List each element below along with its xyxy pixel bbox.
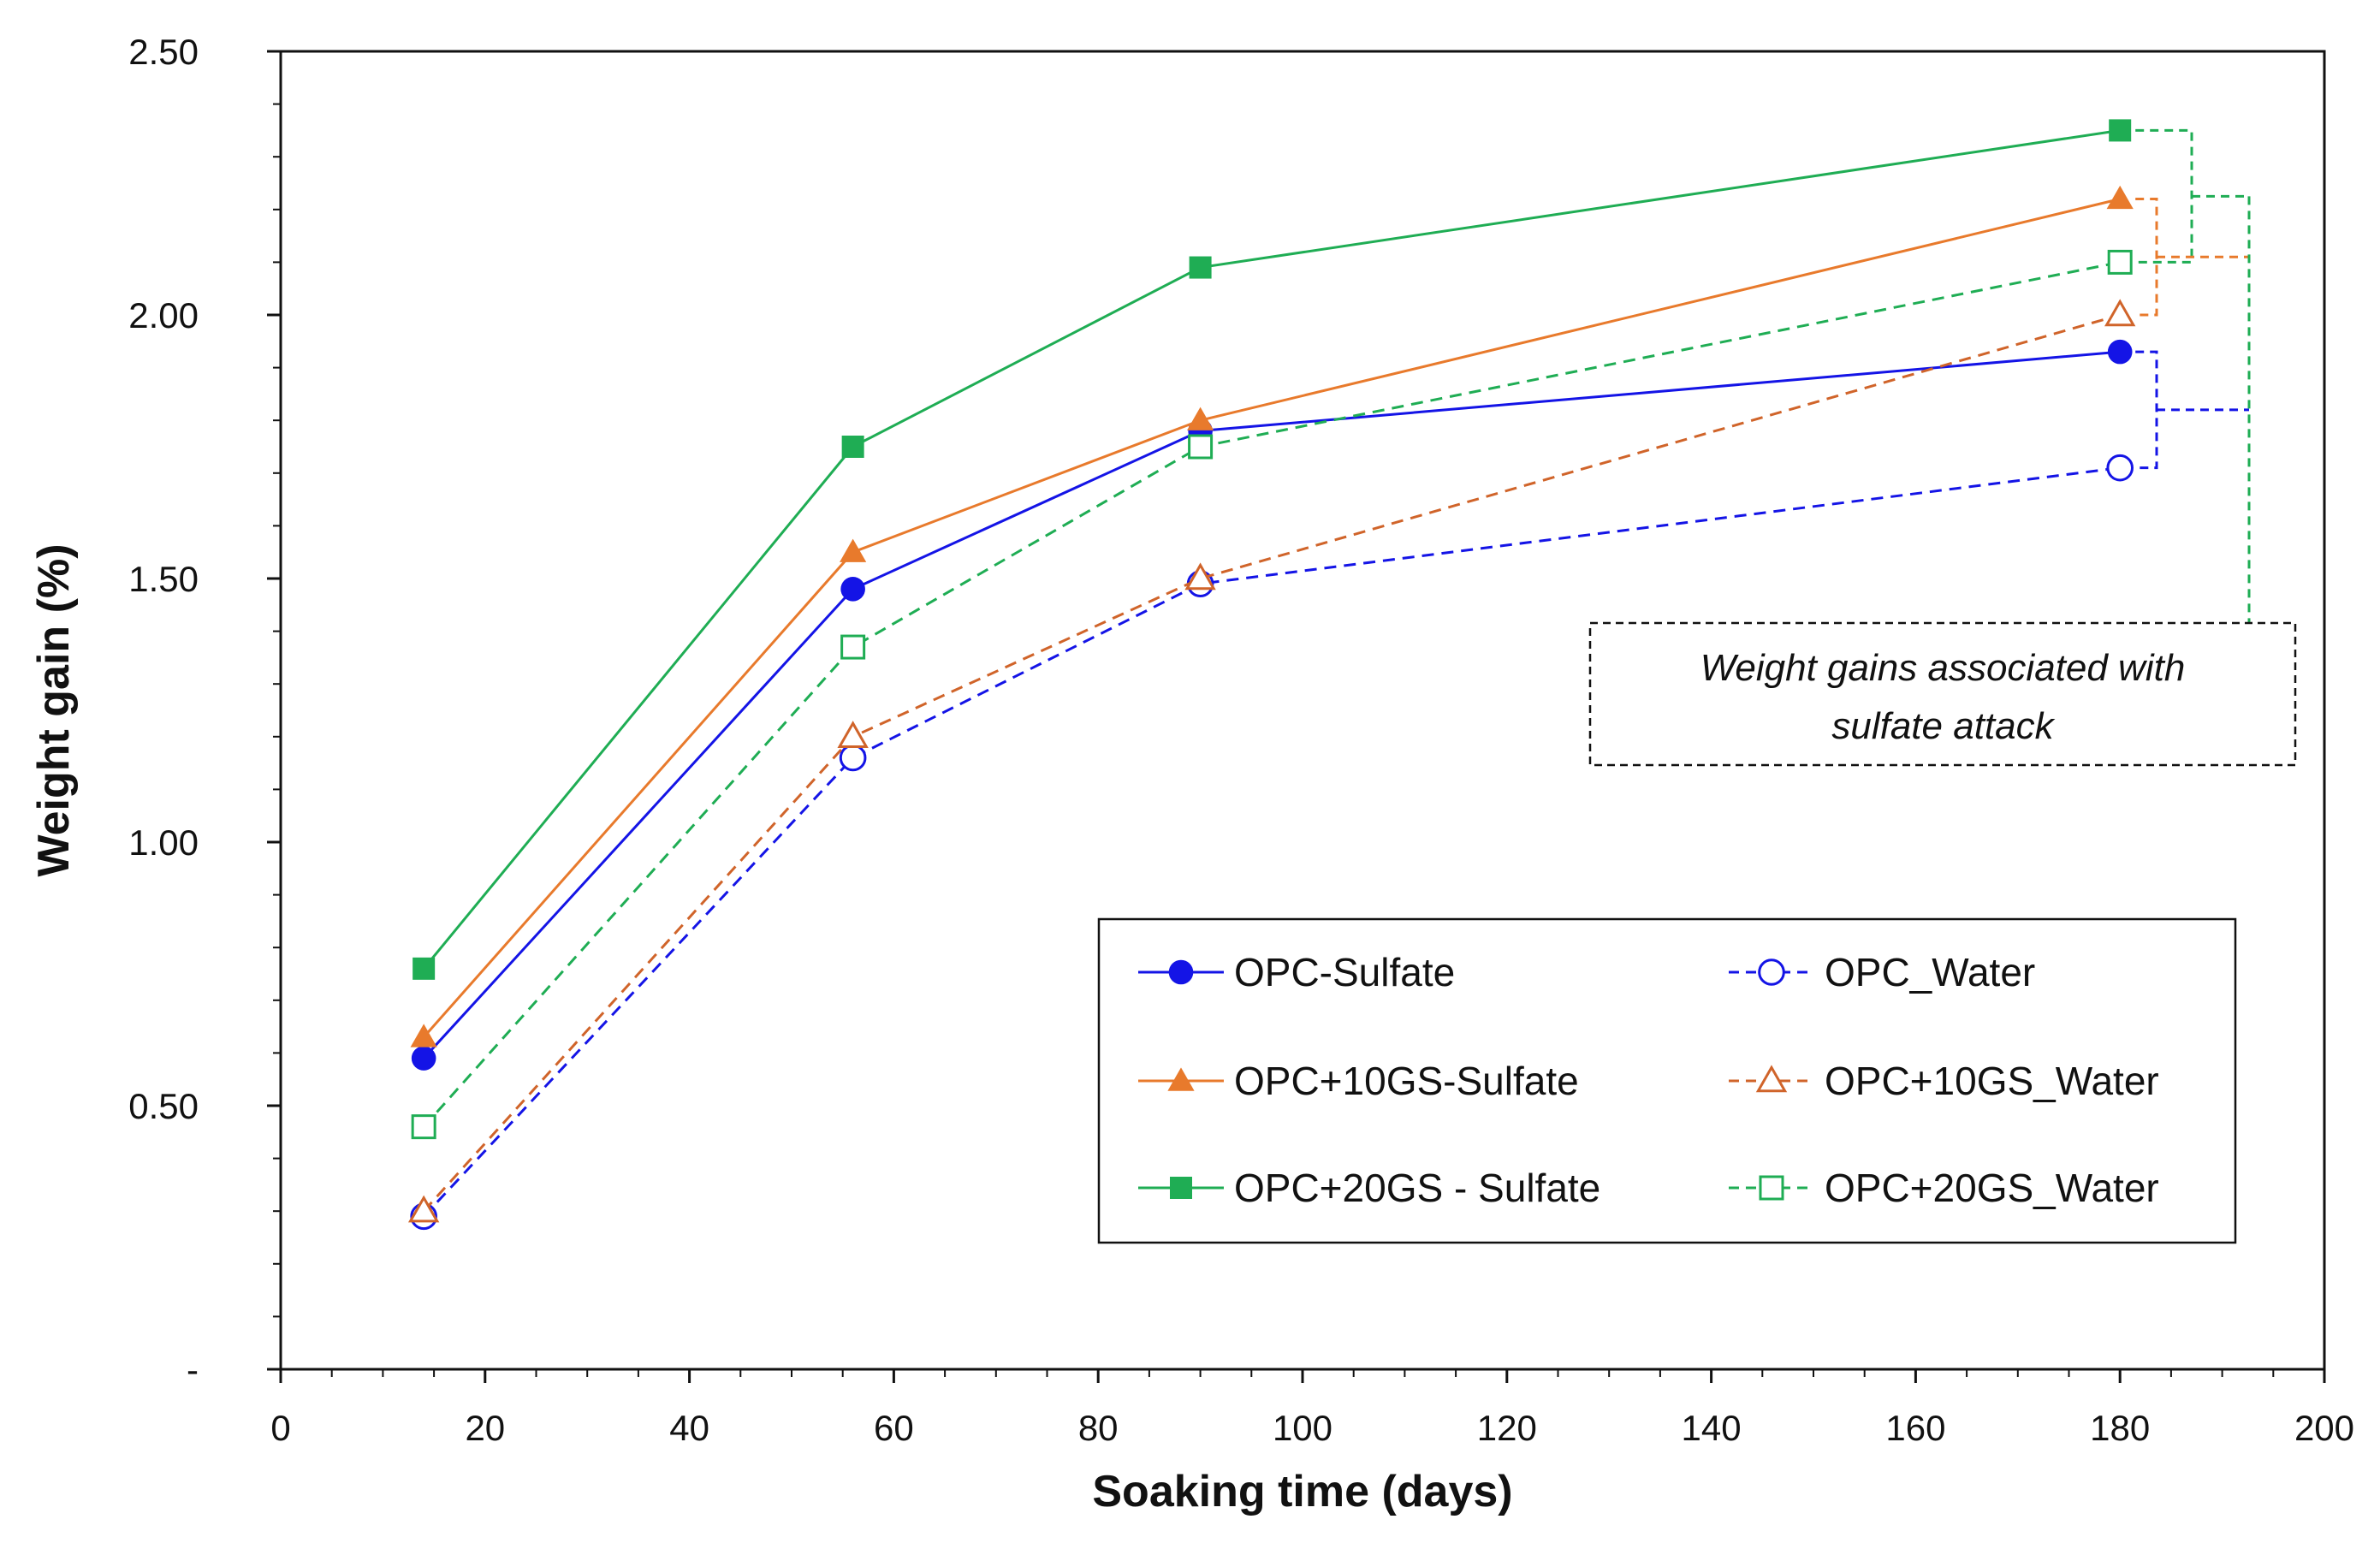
legend-marker xyxy=(1170,1177,1192,1199)
x-tick-label: 160 xyxy=(1885,1408,1945,1448)
legend-entry-opc-sulfate: OPC-Sulfate xyxy=(1138,950,1455,994)
data-point xyxy=(2106,454,2134,482)
series-layer xyxy=(407,119,2136,1231)
y-tick-label: 2.50 xyxy=(128,32,199,72)
legend-label: OPC+20GS_Water xyxy=(1825,1166,2159,1210)
data-point xyxy=(1187,407,1214,430)
annotation-text: Weight gains associated with xyxy=(1700,647,2186,689)
y-tick-label: - xyxy=(187,1350,199,1390)
x-tick-label: 200 xyxy=(2294,1408,2354,1448)
legend-marker xyxy=(1167,1067,1195,1091)
series-opc-20gs-sulfate xyxy=(412,119,2132,980)
data-point xyxy=(840,538,867,562)
legend-marker xyxy=(1755,1065,1788,1093)
annotation-box xyxy=(1588,621,2297,767)
series-opc-10gs-water xyxy=(407,299,2136,1223)
legend-box xyxy=(1097,917,2237,1244)
data-point xyxy=(2106,185,2134,210)
legend-entry-opc-10gs-sulfate: OPC+10GS-Sulfate xyxy=(1138,1059,1579,1103)
x-tick-label: 140 xyxy=(1682,1408,1742,1448)
x-tick-label: 80 xyxy=(1078,1408,1119,1448)
legend-entry-opc-20gs-water: OPC+20GS_Water xyxy=(1729,1166,2159,1210)
y-tick-label: 1.00 xyxy=(128,822,199,863)
data-point xyxy=(1184,562,1216,590)
data-point xyxy=(1189,256,1212,279)
bracket-opc-10gs xyxy=(2135,197,2249,317)
y-tick-label: 2.00 xyxy=(128,295,199,335)
x-tick-label: 100 xyxy=(1273,1408,1332,1448)
data-point xyxy=(839,744,867,772)
legend-label: OPC-Sulfate xyxy=(1234,950,1455,994)
data-point xyxy=(2104,299,2136,327)
data-point xyxy=(837,721,869,748)
series-line xyxy=(423,350,2121,1059)
bracket-opc xyxy=(2135,350,2249,470)
annotation: Weight gains associated with sulfate atta… xyxy=(1588,621,2297,767)
axis-ticks: 0 20 40 60 80 100 120 140 160 180 200 - 0.50 1.00 1.50… xyxy=(128,32,2354,1448)
annotation-text: sulfate attack xyxy=(1831,705,2055,747)
data-point xyxy=(840,577,865,602)
series-opc-10gs-sulfate xyxy=(410,185,2134,1047)
legend-label: OPC_Water xyxy=(1825,950,2035,994)
legend-entry-opc-20gs-sulfate: OPC+20GS - Sulfate xyxy=(1138,1166,1600,1210)
series-line xyxy=(423,260,2121,1128)
x-tick-label: 60 xyxy=(874,1408,914,1448)
series-line xyxy=(423,313,2121,1213)
x-axis-title: Soaking time (days) xyxy=(1092,1467,1512,1516)
x-tick-label: 180 xyxy=(2090,1408,2150,1448)
x-tick-label: 120 xyxy=(1477,1408,1537,1448)
legend-marker xyxy=(1758,958,1785,986)
legend-marker xyxy=(1759,1175,1784,1201)
data-point xyxy=(841,436,864,458)
legend-label: OPC+10GS_Water xyxy=(1825,1059,2159,1103)
y-tick-label: 0.50 xyxy=(128,1086,199,1126)
x-tick-label: 20 xyxy=(465,1408,505,1448)
series-line xyxy=(423,466,2121,1218)
y-tick-label: 1.50 xyxy=(128,559,199,599)
data-point xyxy=(407,1195,440,1223)
data-point xyxy=(411,1114,436,1140)
data-point xyxy=(2107,249,2133,275)
data-point xyxy=(2107,339,2133,365)
series-line xyxy=(423,198,2121,1038)
legend-entry-opc-10gs-water: OPC+10GS_Water xyxy=(1729,1059,2159,1103)
data-point xyxy=(2109,119,2132,142)
y-axis-title: Weight gain (%) xyxy=(29,543,79,876)
legend-entry-opc-water: OPC_Water xyxy=(1729,950,2035,994)
series-opc-20gs-water xyxy=(411,249,2133,1140)
legend-label: OPC+20GS - Sulfate xyxy=(1234,1166,1600,1210)
data-point xyxy=(412,957,436,980)
legend: OPC-Sulfate OPC_Water OPC+10GS-Sulfate OPC+… xyxy=(1097,917,2237,1244)
x-tick-label: 40 xyxy=(669,1408,709,1448)
data-point xyxy=(410,1024,437,1047)
legend-label: OPC+10GS-Sulfate xyxy=(1234,1059,1579,1103)
bracket-opc-20gs xyxy=(2135,128,2249,264)
data-point xyxy=(840,634,866,660)
legend-marker xyxy=(1168,959,1194,985)
data-point xyxy=(1188,434,1214,460)
series-line xyxy=(423,128,2121,970)
data-point xyxy=(411,1046,436,1071)
sulfate-attack-brackets xyxy=(2135,128,2251,623)
x-tick-label: 0 xyxy=(270,1408,290,1448)
